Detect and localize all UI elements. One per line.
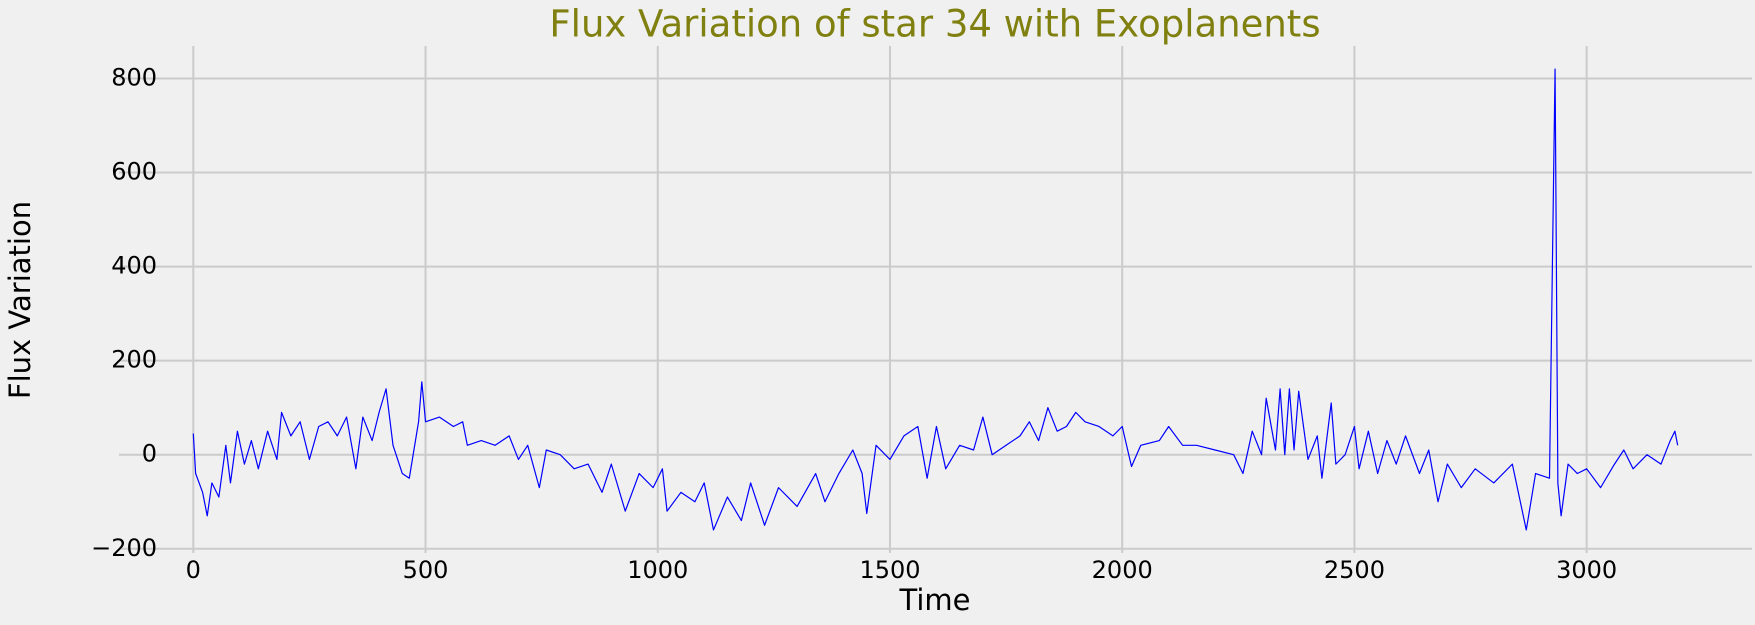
x-tick-label: 2500 [1324,556,1385,584]
data-line [192,68,1679,531]
x-tick-label: 0 [186,556,201,584]
y-axis-label: Flux Variation [3,201,37,399]
x-axis-label: Time [899,583,971,617]
y-tick-label: 200 [111,346,157,374]
y-tick-label: 800 [111,63,157,91]
x-tick-label: 3000 [1556,556,1617,584]
y-tick-label: 400 [111,252,157,280]
y-tick-label: −200 [91,534,157,562]
x-tick-label: 500 [403,556,449,584]
x-tick-label: 2000 [1092,556,1153,584]
x-tick-label: 1000 [627,556,688,584]
chart-title: Flux Variation of star 34 with Exoplanen… [549,3,1320,46]
y-tick-label: 600 [111,158,157,186]
x-tick-label: 1500 [859,556,920,584]
y-tick-label: 0 [142,440,157,468]
